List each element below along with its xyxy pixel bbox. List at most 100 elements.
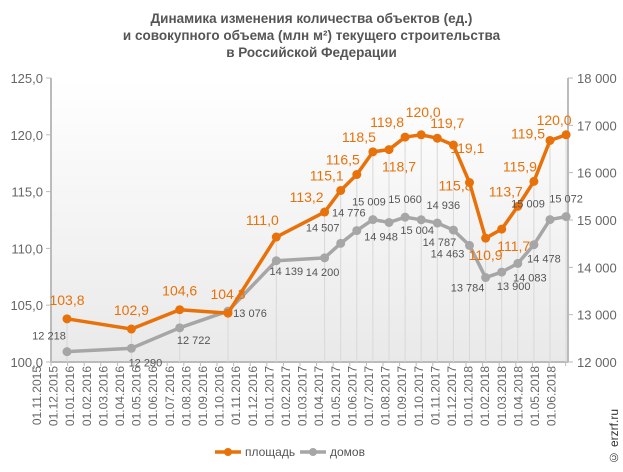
data-label-ploshchad: 115,9 [503,158,537,174]
data-label-ploshchad: 113,7 [489,183,523,199]
x-tick-label: 01.06.2016 [146,366,160,426]
data-label-domov: 14 478 [527,254,561,266]
data-label-domov: 12 290 [129,357,163,369]
data-label-ploshchad: 119,8 [370,114,404,130]
data-point [448,140,458,150]
x-tick-label: 01.11.2017 [428,366,442,425]
x-tick-label: 01.04.2016 [113,366,127,426]
data-label-domov: 14 139 [269,266,303,278]
data-point [223,308,233,318]
data-point [62,347,72,357]
data-point [175,323,185,333]
data-point [336,238,346,248]
x-tick-label: 01.12.2016 [246,366,260,426]
data-point [368,147,378,157]
y-left-tick-label: 120,0 [10,128,43,143]
data-point [62,314,72,324]
legend-label: домов [330,445,365,459]
data-point [271,232,281,242]
y-right-tick-label: 14 000 [577,260,617,275]
x-tick-label: 01.10.2017 [412,366,426,426]
x-tick-label: 01.02.2018 [478,366,492,426]
data-point [529,176,539,186]
x-tick-label: 01.07.2016 [163,366,177,426]
x-tick-label: 01.02.2016 [80,366,94,426]
data-point [497,267,507,277]
x-tick-label: 01.02.2017 [279,366,293,426]
title-line: в Российской Федерации [226,45,397,60]
data-point [561,212,571,222]
data-label-domov: 14 787 [423,237,457,249]
y-right-tick-label: 18 000 [577,71,617,86]
data-label-domov: 15 009 [511,199,545,211]
legend-swatch-marker [224,448,232,456]
x-tick-label: 01.09.2017 [395,366,409,426]
y-right-tick-label: 17 000 [577,118,617,133]
data-point [481,233,491,243]
x-tick-label: 01.12.2017 [445,366,459,426]
data-label-domov: 13 900 [497,281,531,293]
x-tick-label: 01.11.2016 [229,366,243,425]
x-tick-label: 01.05.2017 [329,366,343,426]
data-point [545,135,555,145]
data-label-domov: 14 200 [306,267,340,279]
chart-title: Динамика изменения количества объектов (… [0,10,623,61]
title-line: и совокупного объема (млн м²) текущего с… [122,28,501,43]
data-label-ploshchad: 120,0 [537,112,572,128]
data-label-domov: 14 507 [306,222,340,234]
data-label-ploshchad: 110,9 [469,247,503,263]
data-label-ploshchad: 118,5 [342,129,376,145]
data-label-domov: 15 004 [400,225,434,237]
data-point [320,207,330,217]
data-label-domov: 14 083 [513,272,547,284]
data-point [465,240,474,250]
data-label-domov: 14 936 [426,200,460,212]
y-left-tick-label: 100,0 [10,355,43,370]
data-label-domov: 13 076 [233,308,267,320]
x-tick-label: 01.01.2017 [262,366,276,426]
data-label-ploshchad: 104,6 [162,283,197,299]
data-label-ploshchad: 103,8 [49,292,84,308]
data-point [126,324,136,334]
data-label-ploshchad: 111,7 [497,238,530,254]
data-point [271,256,281,266]
data-label-ploshchad: 111,0 [246,212,279,228]
data-label-domov: 15 009 [352,197,386,209]
y-left-tick-label: 110,0 [11,241,43,256]
data-point [416,130,426,140]
x-tick-label: 01.06.2017 [345,366,359,426]
x-tick-label: 01.07.2017 [362,366,376,426]
x-tick-label: 01.05.2016 [130,366,144,426]
data-label-ploshchad: 104,3 [210,286,245,302]
data-label-domov: 15 060 [388,194,422,206]
y-right-tick-label: 13 000 [577,308,617,323]
data-label-ploshchad: 113,2 [290,189,324,205]
data-point [432,218,442,228]
y-right-tick-label: 16 000 [577,166,617,181]
data-point [513,258,523,268]
data-point [432,133,442,143]
x-tick-label: 01.12.2015 [47,366,61,426]
y-right-tick-label: 12 000 [577,355,617,370]
data-point [400,212,410,222]
data-label-ploshchad: 115,8 [439,178,473,194]
y-right-tick-label: 15 000 [577,213,617,228]
x-tick-label: 01.01.2018 [462,366,476,426]
legend: площадь домов [215,445,365,459]
data-label-domov: 14 776 [332,208,366,220]
data-point [368,215,378,225]
data-label-ploshchad: 119,5 [511,125,545,141]
data-label-ploshchad: 115,1 [310,167,344,183]
data-label-domov: 15 072 [549,194,583,206]
data-point [513,201,523,211]
data-label-domov: 14 463 [431,248,465,260]
data-point [400,132,410,142]
data-label-domov: 12 218 [32,331,66,343]
data-point [175,305,185,315]
watermark: © erzrf.ru [607,408,621,464]
y-left-tick-label: 105,0 [10,298,43,313]
data-point [352,170,362,180]
data-point [416,215,426,225]
legend-swatch-marker [309,448,317,456]
